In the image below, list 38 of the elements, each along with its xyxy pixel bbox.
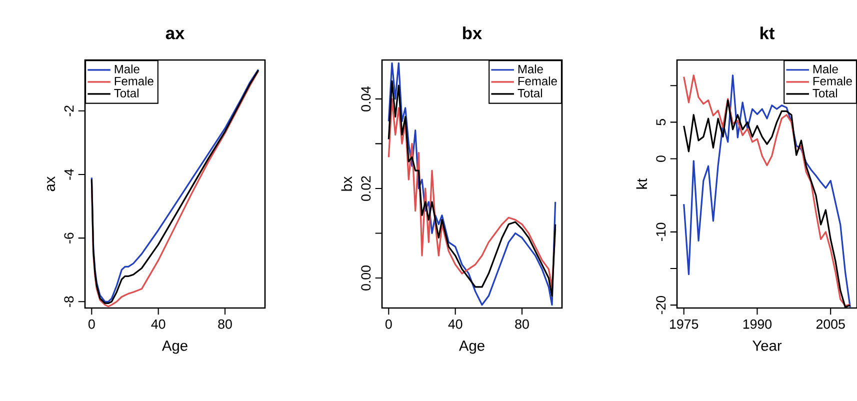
y-tick-label: -4 xyxy=(64,168,74,180)
y-axis-title: ax xyxy=(47,176,56,192)
legend-label: Total xyxy=(518,88,542,98)
x-axis-title: Age xyxy=(162,340,188,354)
x-tick-label: 1975 xyxy=(670,319,698,329)
x-tick-label: 1990 xyxy=(743,319,772,329)
legend-label: Male xyxy=(114,64,140,74)
legend-label: Female xyxy=(813,76,852,86)
x-tick-label: 80 xyxy=(218,319,232,329)
x-tick-label: 0 xyxy=(88,319,95,329)
y-axis-title: kt xyxy=(636,178,648,189)
x-axis-title: Age xyxy=(458,340,484,354)
y-tick-label: -8 xyxy=(64,296,74,307)
y-axis-title: bx xyxy=(341,176,352,191)
x-tick-label: 40 xyxy=(448,319,462,329)
chart-title: bx xyxy=(463,26,482,40)
y-tick-label: 0 xyxy=(656,156,666,162)
legend-label: Male xyxy=(518,64,543,74)
x-tick-label: 2005 xyxy=(816,319,845,329)
x-axis-title: Year xyxy=(752,340,782,351)
x-tick-label: 40 xyxy=(151,319,166,329)
y-tick-label: -2 xyxy=(64,106,74,116)
x-tick-label: 80 xyxy=(515,319,529,329)
chart-title: ax xyxy=(166,30,185,40)
y-tick-label: -20 xyxy=(656,296,666,314)
legend-label: Female xyxy=(114,76,154,86)
y-tick-label: -10 xyxy=(656,222,666,241)
legend-label: Total xyxy=(812,88,838,98)
chart-title: kt xyxy=(760,26,774,40)
legend-label: Female xyxy=(518,76,557,86)
y-tick-label: 0.04 xyxy=(361,86,371,112)
y-tick-label: 0.02 xyxy=(361,176,371,201)
legend-label: Total xyxy=(114,88,138,98)
y-tick-label: 5 xyxy=(656,119,666,126)
y-tick-label: -6 xyxy=(64,232,74,244)
y-tick-label: 0.00 xyxy=(361,266,371,290)
legend-label: Male xyxy=(813,64,838,74)
x-tick-label: 0 xyxy=(385,319,392,329)
